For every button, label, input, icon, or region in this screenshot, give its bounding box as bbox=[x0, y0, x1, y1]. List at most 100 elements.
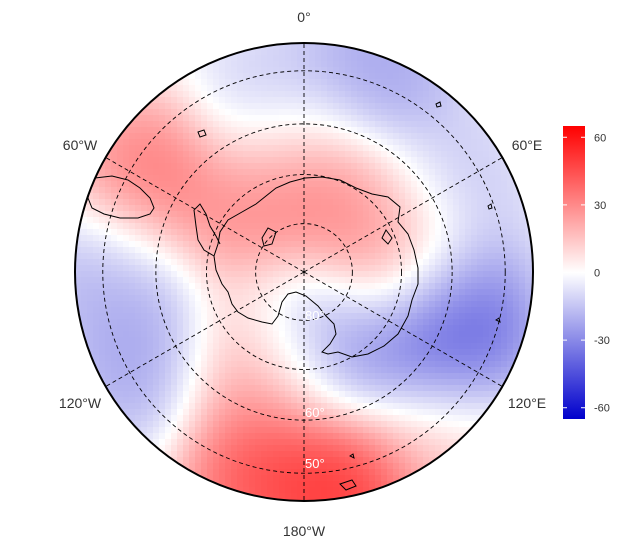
field-cell bbox=[423, 421, 430, 428]
field-cell bbox=[333, 409, 340, 416]
field-cell bbox=[201, 361, 208, 368]
field-cell bbox=[417, 271, 424, 278]
field-cell bbox=[435, 121, 442, 128]
field-cell bbox=[309, 391, 316, 398]
field-cell bbox=[243, 445, 250, 452]
field-cell bbox=[261, 121, 268, 128]
field-cell bbox=[117, 301, 124, 308]
field-cell bbox=[273, 115, 280, 122]
field-cell bbox=[135, 331, 142, 338]
field-cell bbox=[471, 409, 478, 416]
field-cell bbox=[369, 319, 376, 326]
field-cell bbox=[405, 331, 412, 338]
field-cell bbox=[465, 391, 472, 398]
field-cell bbox=[183, 349, 190, 356]
field-cell bbox=[333, 163, 340, 170]
field-cell bbox=[231, 73, 238, 80]
field-cell bbox=[459, 289, 466, 296]
field-cell bbox=[237, 301, 244, 308]
field-cell bbox=[177, 169, 184, 176]
field-cell bbox=[255, 487, 262, 494]
field-cell bbox=[333, 367, 340, 374]
field-cell bbox=[447, 229, 454, 236]
field-cell bbox=[255, 307, 262, 314]
field-cell bbox=[387, 193, 394, 200]
field-cell bbox=[231, 343, 238, 350]
field-cell bbox=[201, 265, 208, 272]
field-cell bbox=[279, 379, 286, 386]
field-cell bbox=[291, 283, 298, 290]
field-cell bbox=[81, 277, 88, 284]
field-cell bbox=[225, 79, 232, 86]
field-cell bbox=[153, 385, 160, 392]
field-cell bbox=[513, 253, 520, 260]
field-cell bbox=[381, 481, 388, 488]
field-cell bbox=[129, 391, 136, 398]
field-cell bbox=[399, 223, 406, 230]
field-cell bbox=[363, 469, 370, 476]
field-cell bbox=[297, 235, 304, 242]
field-cell bbox=[501, 181, 508, 188]
field-cell bbox=[183, 157, 190, 164]
field-cell bbox=[279, 241, 286, 248]
field-cell bbox=[369, 133, 376, 140]
field-cell bbox=[417, 265, 424, 272]
field-cell bbox=[267, 493, 274, 500]
field-cell bbox=[453, 319, 460, 326]
field-cell bbox=[489, 289, 496, 296]
field-cell bbox=[207, 289, 214, 296]
field-cell bbox=[453, 91, 460, 98]
field-cell bbox=[135, 319, 142, 326]
field-cell bbox=[207, 451, 214, 458]
field-cell bbox=[507, 283, 514, 290]
field-cell bbox=[375, 145, 382, 152]
field-cell bbox=[93, 181, 100, 188]
field-cell bbox=[117, 145, 124, 152]
field-cell bbox=[315, 205, 322, 212]
field-cell bbox=[159, 139, 166, 146]
field-cell bbox=[273, 265, 280, 272]
field-cell bbox=[315, 103, 322, 110]
field-cell bbox=[363, 271, 370, 278]
field-cell bbox=[87, 295, 94, 302]
field-cell bbox=[159, 253, 166, 260]
field-cell bbox=[411, 169, 418, 176]
field-cell bbox=[207, 109, 214, 116]
field-cell bbox=[327, 487, 334, 494]
field-cell bbox=[507, 229, 514, 236]
field-cell bbox=[477, 391, 484, 398]
field-cell bbox=[201, 355, 208, 362]
field-cell bbox=[159, 439, 166, 446]
field-cell bbox=[321, 283, 328, 290]
field-cell bbox=[117, 157, 124, 164]
field-cell bbox=[507, 331, 514, 338]
field-cell bbox=[159, 445, 166, 452]
field-cell bbox=[189, 427, 196, 434]
field-cell bbox=[213, 163, 220, 170]
field-cell bbox=[333, 265, 340, 272]
field-cell bbox=[381, 223, 388, 230]
field-cell bbox=[477, 337, 484, 344]
field-cell bbox=[267, 139, 274, 146]
field-cell bbox=[267, 145, 274, 152]
field-cell bbox=[123, 283, 130, 290]
field-cell bbox=[171, 325, 178, 332]
field-cell bbox=[87, 301, 94, 308]
field-cell bbox=[315, 385, 322, 392]
field-cell bbox=[309, 385, 316, 392]
field-cell bbox=[285, 247, 292, 254]
field-cell bbox=[129, 247, 136, 254]
field-cell bbox=[321, 445, 328, 452]
field-cell bbox=[375, 295, 382, 302]
field-cell bbox=[519, 211, 526, 218]
field-cell bbox=[255, 187, 262, 194]
field-cell bbox=[279, 253, 286, 260]
field-cell bbox=[285, 169, 292, 176]
field-cell bbox=[531, 223, 533, 230]
field-cell bbox=[111, 145, 118, 152]
field-cell bbox=[207, 457, 214, 464]
field-cell bbox=[273, 337, 280, 344]
field-cell bbox=[195, 337, 202, 344]
field-cell bbox=[243, 241, 250, 248]
field-cell bbox=[357, 421, 364, 428]
